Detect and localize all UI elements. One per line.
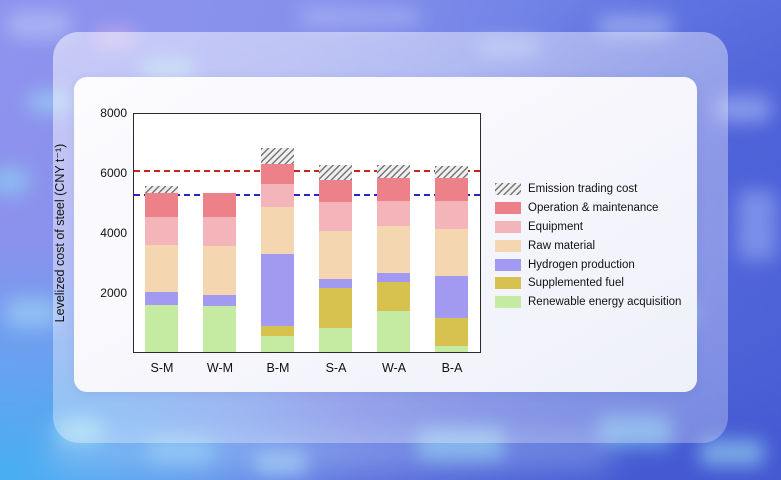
bar-segment — [260, 254, 294, 327]
background-blob — [300, 8, 420, 26]
bar-segment — [318, 180, 352, 202]
bar-segment — [202, 305, 236, 352]
y-tick-label: 8000 — [100, 106, 127, 120]
bar-segment — [260, 207, 294, 255]
legend-label: Emission trading cost — [528, 183, 638, 196]
bar-segment — [202, 245, 236, 295]
background-blob — [738, 190, 776, 260]
y-tick-label: 6000 — [100, 166, 127, 180]
legend-row: Supplemented fuel — [495, 274, 681, 293]
background-blob — [6, 298, 58, 328]
bar-segment — [144, 193, 178, 218]
bar-segment — [376, 177, 410, 201]
stacked-bar-W-M — [202, 192, 236, 352]
legend-swatch-icon — [495, 239, 521, 252]
stacked-bar-S-M — [144, 185, 178, 352]
x-tick-label: W-A — [381, 361, 407, 375]
legend-swatch-icon — [495, 277, 521, 290]
legend-label: Supplemented fuel — [528, 277, 624, 290]
bar-segment — [318, 165, 352, 181]
bar-segment — [318, 230, 352, 280]
bar-segment — [318, 202, 352, 231]
bar-segment — [434, 317, 468, 346]
bar-segment — [376, 282, 410, 311]
bar-segment — [318, 327, 352, 352]
bar-segment — [202, 294, 236, 306]
bar-segment — [376, 273, 410, 283]
legend-swatch-icon — [495, 220, 521, 233]
bar-segment — [434, 275, 468, 318]
x-tick-label: B-M — [266, 361, 290, 375]
legend-swatch-icon — [495, 183, 521, 196]
bar-segment — [260, 163, 294, 184]
bar-segment — [376, 165, 410, 178]
stacked-bar-B-M — [260, 148, 294, 352]
x-tick-label: W-M — [206, 361, 234, 375]
bar-segment — [376, 310, 410, 352]
background-blob — [0, 168, 28, 194]
bar-segment — [202, 192, 236, 217]
background-blob — [700, 440, 764, 466]
legend-label: Renewable energy acquisition — [528, 296, 682, 309]
bar-segment — [260, 148, 294, 164]
plot-area — [133, 113, 481, 353]
stacked-bar-W-A — [376, 165, 410, 352]
reference-line — [134, 170, 480, 172]
y-tick-label: 4000 — [100, 226, 127, 240]
bar-segment — [376, 200, 410, 226]
legend-row: Emission trading cost — [495, 180, 681, 199]
legend-label: Operation & maintenance — [528, 202, 659, 215]
background-blob — [255, 452, 307, 474]
bar-segment — [144, 292, 178, 305]
bar-segment — [434, 346, 468, 352]
bar-segment — [318, 279, 352, 288]
bar-segment — [260, 184, 294, 208]
legend-swatch-icon — [495, 202, 521, 215]
legend-swatch-icon — [495, 258, 521, 271]
legend-swatch-icon — [495, 296, 521, 309]
bar-segment — [376, 225, 410, 274]
legend-row: Equipment — [495, 218, 681, 237]
bar-segment — [434, 166, 468, 178]
bar-segment — [318, 287, 352, 328]
reference-line — [134, 194, 480, 196]
y-tick-label: 2000 — [100, 286, 127, 300]
bar-segment — [144, 217, 178, 245]
bar-segment — [434, 177, 468, 201]
bar-segment — [260, 326, 294, 337]
bar-segment — [434, 229, 468, 276]
x-tick-label: S-M — [150, 361, 174, 375]
bar-segment — [260, 336, 294, 352]
background-blob — [8, 12, 70, 38]
bar-segment — [202, 217, 236, 246]
legend-row: Raw material — [495, 236, 681, 255]
bar-segment — [434, 200, 468, 229]
legend-label: Raw material — [528, 239, 596, 252]
stacked-bar-B-A — [434, 166, 468, 352]
legend-row: Renewable energy acquisition — [495, 293, 681, 312]
legend-label: Equipment — [528, 220, 583, 233]
legend-row: Operation & maintenance — [495, 199, 681, 218]
legend-row: Hydrogen production — [495, 255, 681, 274]
chart-legend: Emission trading cost Operation & mainten… — [495, 180, 681, 312]
x-tick-label: B-A — [441, 361, 463, 375]
bar-segment — [144, 304, 178, 352]
bar-segment — [144, 244, 178, 293]
x-tick-label: S-A — [325, 361, 347, 375]
stacked-bar-S-A — [318, 165, 352, 352]
legend-label: Hydrogen production — [528, 258, 635, 271]
background-blob — [598, 16, 672, 36]
y-axis-title: Levelized cost of steel (CNY t⁻¹) — [53, 143, 67, 323]
bar-segment — [144, 185, 178, 194]
